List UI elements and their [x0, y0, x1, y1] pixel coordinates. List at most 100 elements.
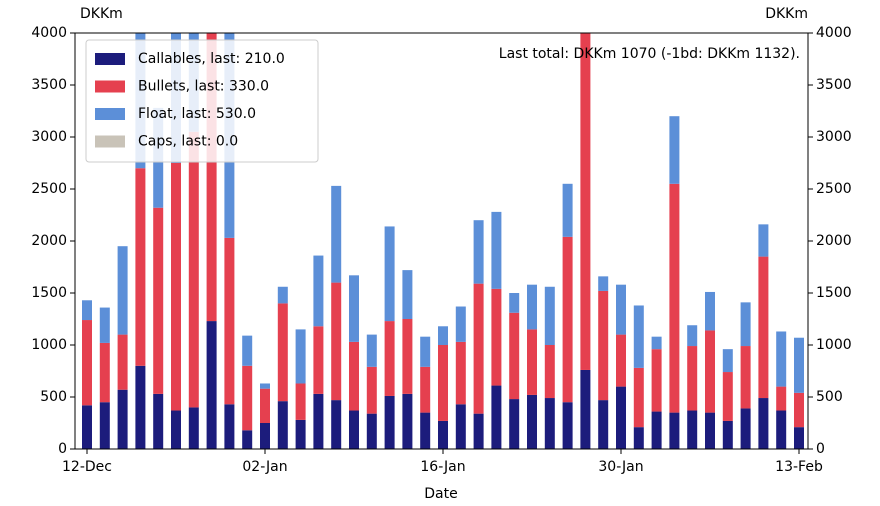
bar-segment	[562, 183, 573, 237]
y2-tick-label: 2000	[816, 233, 852, 249]
bar-segment	[473, 413, 484, 449]
y2-tick-label: 2500	[816, 181, 852, 197]
bar-segment	[722, 349, 733, 373]
bar-segment	[277, 303, 288, 402]
annotation: Last total: DKKm 1070 (-1bd: DKKm 1132).	[499, 46, 800, 62]
bar-segment	[527, 329, 537, 395]
y-tick-label: 0	[58, 441, 67, 457]
bar-segment	[776, 331, 787, 387]
bar-segment	[473, 283, 484, 414]
bar-segment	[402, 270, 413, 319]
bar-segment	[331, 282, 342, 401]
bar-segment	[402, 319, 413, 394]
bar-segment	[794, 392, 804, 428]
bars	[82, 0, 804, 449]
bar-segment	[99, 342, 110, 403]
y2-tick-label: 3500	[816, 77, 852, 93]
bar-segment	[188, 131, 199, 408]
bar-segment	[277, 286, 288, 304]
bar-segment	[776, 410, 787, 449]
bar-segment	[366, 366, 377, 414]
bar-segment	[705, 291, 715, 331]
bar-segment	[740, 346, 751, 409]
bar-segment	[473, 220, 484, 284]
y-tick-label: 500	[40, 389, 67, 405]
bar-segment	[153, 393, 164, 449]
y-tick-label: 4000	[31, 25, 67, 41]
bar-segment	[331, 400, 342, 449]
x-tick-label: 30-Jan	[598, 459, 643, 475]
bar-segment	[349, 410, 359, 449]
bar-segment	[82, 300, 92, 321]
bar-segment	[260, 423, 270, 449]
bar-segment	[82, 320, 92, 406]
bar-segment	[616, 334, 626, 387]
bar-segment	[740, 302, 751, 347]
y2-tick-label: 0	[816, 441, 825, 457]
legend-label: Bullets, last: 330.0	[138, 79, 269, 95]
bar-segment	[562, 402, 573, 449]
bar-segment	[438, 345, 448, 421]
legend-swatch	[95, 80, 125, 93]
y2-axis-label: DKKm	[765, 6, 808, 22]
bar-segment	[562, 236, 573, 403]
bar-segment	[687, 346, 698, 411]
bar-segment	[722, 420, 733, 449]
bar-segment	[295, 329, 306, 384]
bar-segment	[206, 33, 217, 322]
bar-segment	[295, 383, 306, 420]
bar-segment	[598, 276, 609, 291]
bar-segment	[758, 398, 769, 449]
bar-segment	[207, 0, 217, 19]
bar-segment	[794, 427, 804, 449]
bar-segment	[509, 399, 520, 449]
x-tick-label: 16-Jan	[420, 459, 465, 475]
y2-tick-label: 1500	[816, 285, 852, 301]
bar-segment	[313, 255, 324, 327]
bar-segment	[313, 326, 324, 394]
legend-label: Callables, last: 210.0	[138, 51, 285, 67]
bar-segment	[616, 386, 626, 449]
legend-label: Caps, last: 0.0	[138, 134, 238, 150]
x-axis-label: Date	[424, 486, 457, 502]
y-tick-label: 3000	[31, 129, 67, 145]
bar-segment	[331, 185, 342, 283]
bar-segment	[633, 305, 644, 368]
bar-segment	[438, 326, 448, 345]
bar-segment	[722, 372, 733, 421]
bar-segment	[651, 336, 662, 350]
bar-segment	[277, 401, 288, 449]
bar-segment	[455, 306, 466, 342]
bar-segment	[669, 116, 680, 184]
legend-swatch	[95, 135, 125, 148]
bar-segment	[188, 407, 199, 449]
bar-segment	[455, 341, 466, 405]
bar-segment	[420, 366, 431, 413]
bar-segment	[616, 284, 626, 335]
bar-segment	[82, 405, 92, 449]
bar-segment	[260, 388, 270, 423]
bar-segment	[509, 312, 520, 400]
bar-segment	[153, 207, 164, 394]
bar-segment	[420, 412, 431, 449]
bar-segment	[171, 163, 181, 411]
bar-segment	[438, 420, 448, 449]
bar-segment	[509, 293, 520, 313]
bar-segment	[544, 345, 555, 399]
bar-segment	[705, 330, 715, 413]
bar-segment	[705, 412, 715, 449]
y-tick-label: 2500	[31, 181, 67, 197]
bar-segment	[491, 211, 502, 289]
bar-segment	[313, 393, 324, 449]
bar-segment	[758, 256, 769, 399]
y-axis-label: DKKm	[80, 6, 123, 22]
legend-swatch	[95, 108, 125, 120]
bar-segment	[580, 33, 591, 370]
bar-segment	[242, 335, 253, 366]
bar-segment	[349, 275, 359, 342]
bar-segment	[99, 402, 110, 449]
bar-segment	[527, 394, 537, 449]
bar-segment	[544, 286, 555, 345]
bar-segment	[384, 395, 395, 449]
bar-segment	[633, 367, 644, 428]
